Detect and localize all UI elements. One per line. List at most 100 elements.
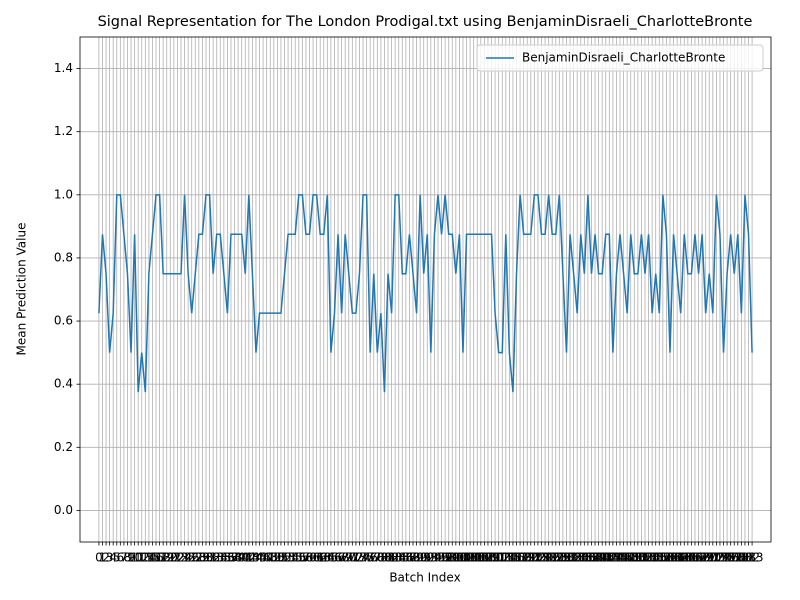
x-tick-label: 99 (445, 551, 460, 565)
x-tick-label: 169 (691, 551, 714, 565)
x-tick-label: 182 (737, 551, 760, 565)
x-tick-label: 3 (106, 551, 114, 565)
x-tick-label: 112 (487, 551, 510, 565)
x-tick-label: 35 (216, 551, 231, 565)
y-tick-label: 0.6 (54, 314, 73, 328)
x-tick-label: 60 (305, 551, 320, 565)
x-tick-label: 93 (423, 551, 438, 565)
x-tick-label: 156 (644, 551, 667, 565)
x-tick-label: 2 (102, 551, 110, 565)
x-tick-label: 173 (705, 551, 728, 565)
x-tick-label: 82 (384, 551, 399, 565)
chart-title: Signal Representation for The London Pro… (98, 14, 753, 30)
x-tick-label: 167 (684, 551, 707, 565)
x-tick-label: 79 (373, 551, 388, 565)
x-tick-label: 1 (99, 551, 107, 565)
x-tick-label: 101 (448, 551, 471, 565)
x-tick-label: 116 (501, 551, 524, 565)
x-tick-label: 178 (723, 551, 746, 565)
x-tick-label: 84 (391, 551, 406, 565)
x-tick-label: 12 (134, 551, 149, 565)
x-tick-label: 133 (562, 551, 585, 565)
x-tick-label: 130 (551, 551, 574, 565)
x-tick-label: 52 (277, 551, 292, 565)
x-tick-label: 55 (288, 551, 303, 565)
x-tick-label: 72 (348, 551, 363, 565)
x-tick-label: 5 (113, 551, 121, 565)
x-tick-label: 159 (655, 551, 678, 565)
x-tick-label: 171 (698, 551, 721, 565)
x-tick-label: 49 (266, 551, 281, 565)
x-tick-label: 143 (598, 551, 621, 565)
x-tick-label: 111 (484, 551, 507, 565)
y-tick-label: 0.4 (54, 377, 73, 391)
x-tick-label: 95 (430, 551, 445, 565)
x-tick-label: 56 (291, 551, 306, 565)
x-tick-label: 74 (355, 551, 370, 565)
x-tick-label: 86 (398, 551, 413, 565)
x-tick-label: 117 (505, 551, 528, 565)
x-tick-label: 78 (370, 551, 385, 565)
x-tick-label: 175 (712, 551, 735, 565)
x-tick-label: 118 (509, 551, 532, 565)
y-axis-label: Mean Prediction Value (15, 223, 29, 356)
x-tick-label: 65 (323, 551, 338, 565)
x-tick-label: 183 (741, 551, 764, 565)
x-tick-label: 154 (637, 551, 660, 565)
x-tick-label: 75 (359, 551, 374, 565)
x-tick-label: 113 (491, 551, 514, 565)
x-tick-label: 37 (223, 551, 238, 565)
x-tick-label: 177 (719, 551, 742, 565)
legend-box (476, 44, 764, 72)
x-tick-label: 119 (512, 551, 535, 565)
x-tick-label: 59 (302, 551, 317, 565)
x-tick-label: 30 (198, 551, 213, 565)
x-tick-label: 17 (152, 551, 167, 565)
x-tick-label: 46 (255, 551, 270, 565)
x-tick-label: 23 (173, 551, 188, 565)
x-tick-label: 39 (230, 551, 245, 565)
x-tick-label: 163 (669, 551, 692, 565)
x-tick-label: 54 (284, 551, 299, 565)
x-tick-label: 147 (612, 551, 635, 565)
x-tick-label: 58 (298, 551, 313, 565)
x-tick-label: 7 (120, 551, 128, 565)
x-tick-label: 168 (687, 551, 710, 565)
y-tick-label: 0.2 (54, 440, 73, 454)
x-tick-label: 33 (209, 551, 224, 565)
x-tick-label: 136 (573, 551, 596, 565)
x-tick-label: 48 (263, 551, 278, 565)
x-tick-label: 90 (413, 551, 428, 565)
x-tick-label: 141 (591, 551, 614, 565)
x-tick-label: 148 (616, 551, 639, 565)
x-tick-label: 145 (605, 551, 628, 565)
x-tick-label: 166 (680, 551, 703, 565)
x-tick-label: 19 (159, 551, 174, 565)
x-tick-label: 81 (380, 551, 395, 565)
x-tick-label: 62 (313, 551, 328, 565)
x-tick-label: 158 (651, 551, 674, 565)
x-tick-label: 121 (519, 551, 542, 565)
x-tick-label: 150 (623, 551, 646, 565)
x-tick-label: 67 (330, 551, 345, 565)
x-tick-label: 180 (730, 551, 753, 565)
x-tick-label: 88 (405, 551, 420, 565)
x-tick-label: 16 (148, 551, 163, 565)
x-tick-label: 70 (341, 551, 356, 565)
x-tick-label: 125 (534, 551, 557, 565)
x-tick-label: 38 (227, 551, 242, 565)
x-tick-label: 28 (191, 551, 206, 565)
x-tick-label: 51 (273, 551, 288, 565)
x-tick-label: 152 (630, 551, 653, 565)
x-tick-label: 140 (587, 551, 610, 565)
x-tick-label: 127 (541, 551, 564, 565)
x-tick-label: 98 (441, 551, 456, 565)
x-tick-label: 149 (619, 551, 642, 565)
x-tick-label: 103 (455, 551, 478, 565)
x-tick-label: 47 (259, 551, 274, 565)
x-tick-label: 15 (145, 551, 160, 565)
x-tick-label: 174 (709, 551, 732, 565)
x-tick-label: 106 (466, 551, 489, 565)
x-tick-label: 122 (523, 551, 546, 565)
x-tick-label: 20 (163, 551, 178, 565)
